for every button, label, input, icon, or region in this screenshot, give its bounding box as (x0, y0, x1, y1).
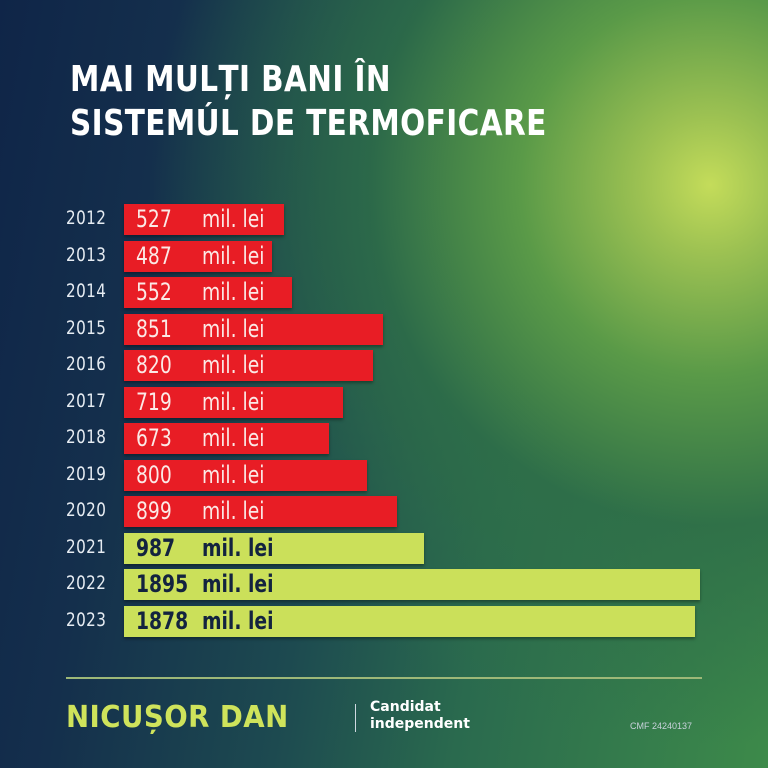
year-label: 2015 (66, 316, 107, 339)
chart-row: 2019 800 mil. lei (0, 459, 768, 491)
bar (124, 569, 700, 600)
year-label: 2013 (66, 243, 107, 266)
value-label: 987 (136, 533, 176, 562)
unit-label: mil. lei (202, 497, 265, 525)
chart-row: 2017 719 mil. lei (0, 386, 768, 418)
value-label: 899 (136, 497, 172, 525)
value-label: 851 (136, 314, 172, 343)
chart-row: 2022 1895 mil. lei (0, 569, 768, 600)
value-label: 1878 (136, 606, 189, 635)
chart-row: 2021 987 mil. lei (0, 532, 768, 564)
value-label: 800 (136, 460, 172, 489)
bar (124, 313, 383, 345)
bar (124, 204, 284, 235)
year-label: 2016 (66, 353, 107, 375)
bar (124, 605, 695, 637)
unit-label: mil. lei (202, 351, 265, 379)
year-label: 2022 (66, 572, 107, 594)
value-label: 1895 (136, 570, 189, 598)
unit-label: mil. lei (202, 533, 274, 562)
bar (124, 459, 367, 491)
year-label: 2019 (66, 462, 107, 485)
unit-label: mil. lei (202, 460, 265, 489)
bar (124, 496, 397, 527)
title-line-2: SISTEMÚL DE TERMOFICARE (70, 103, 547, 144)
chart-title: MAI MULȚI BANI ÎN SISTEMÚL DE TERMOFICAR… (70, 58, 547, 146)
cmf-code: CMF 24240137 (630, 721, 693, 731)
year-label: 2012 (66, 207, 107, 229)
chart-row: 2015 851 mil. lei (0, 313, 768, 345)
chart-row: 2014 552 mil. lei (0, 277, 768, 308)
unit-label: mil. lei (202, 205, 265, 233)
year-label: 2020 (66, 499, 107, 521)
brand-logo: NICUȘOR DAN (66, 700, 289, 735)
unit-label: mil. lei (202, 570, 274, 598)
unit-label: mil. lei (202, 606, 274, 635)
value-label: 673 (136, 424, 172, 452)
bar (124, 386, 343, 418)
chart-row: 2013 487 mil. lei (0, 240, 768, 272)
bar (124, 423, 329, 454)
unit-label: mil. lei (202, 424, 265, 452)
value-label: 487 (136, 241, 172, 270)
chart-row: 2012 527 mil. lei (0, 204, 768, 235)
year-label: 2014 (66, 280, 107, 302)
unit-label: mil. lei (202, 278, 265, 306)
unit-label: mil. lei (202, 387, 265, 416)
chart-row: 2023 1878 mil. lei (0, 605, 768, 637)
brand-separator (355, 704, 356, 732)
value-label: 552 (136, 278, 172, 306)
brand-tagline: Candidat independent (370, 699, 470, 733)
year-label: 2017 (66, 389, 107, 412)
footer-divider (66, 677, 702, 679)
year-label: 2023 (66, 608, 107, 631)
chart-row: 2020 899 mil. lei (0, 496, 768, 527)
year-label: 2018 (66, 426, 107, 448)
value-label: 820 (136, 351, 172, 379)
bar (124, 350, 373, 381)
value-label: 527 (136, 205, 172, 233)
bar (124, 277, 292, 308)
bar (124, 532, 424, 564)
tagline-line-1: Candidat (370, 699, 441, 715)
bar (124, 240, 272, 272)
chart-row: 2016 820 mil. lei (0, 350, 768, 381)
tagline-line-2: independent (370, 716, 470, 732)
year-label: 2021 (66, 535, 107, 558)
title-line-1: MAI MULȚI BANI ÎN (70, 59, 392, 100)
chart-row: 2018 673 mil. lei (0, 423, 768, 454)
unit-label: mil. lei (202, 314, 265, 343)
value-label: 719 (136, 387, 172, 416)
unit-label: mil. lei (202, 241, 265, 270)
